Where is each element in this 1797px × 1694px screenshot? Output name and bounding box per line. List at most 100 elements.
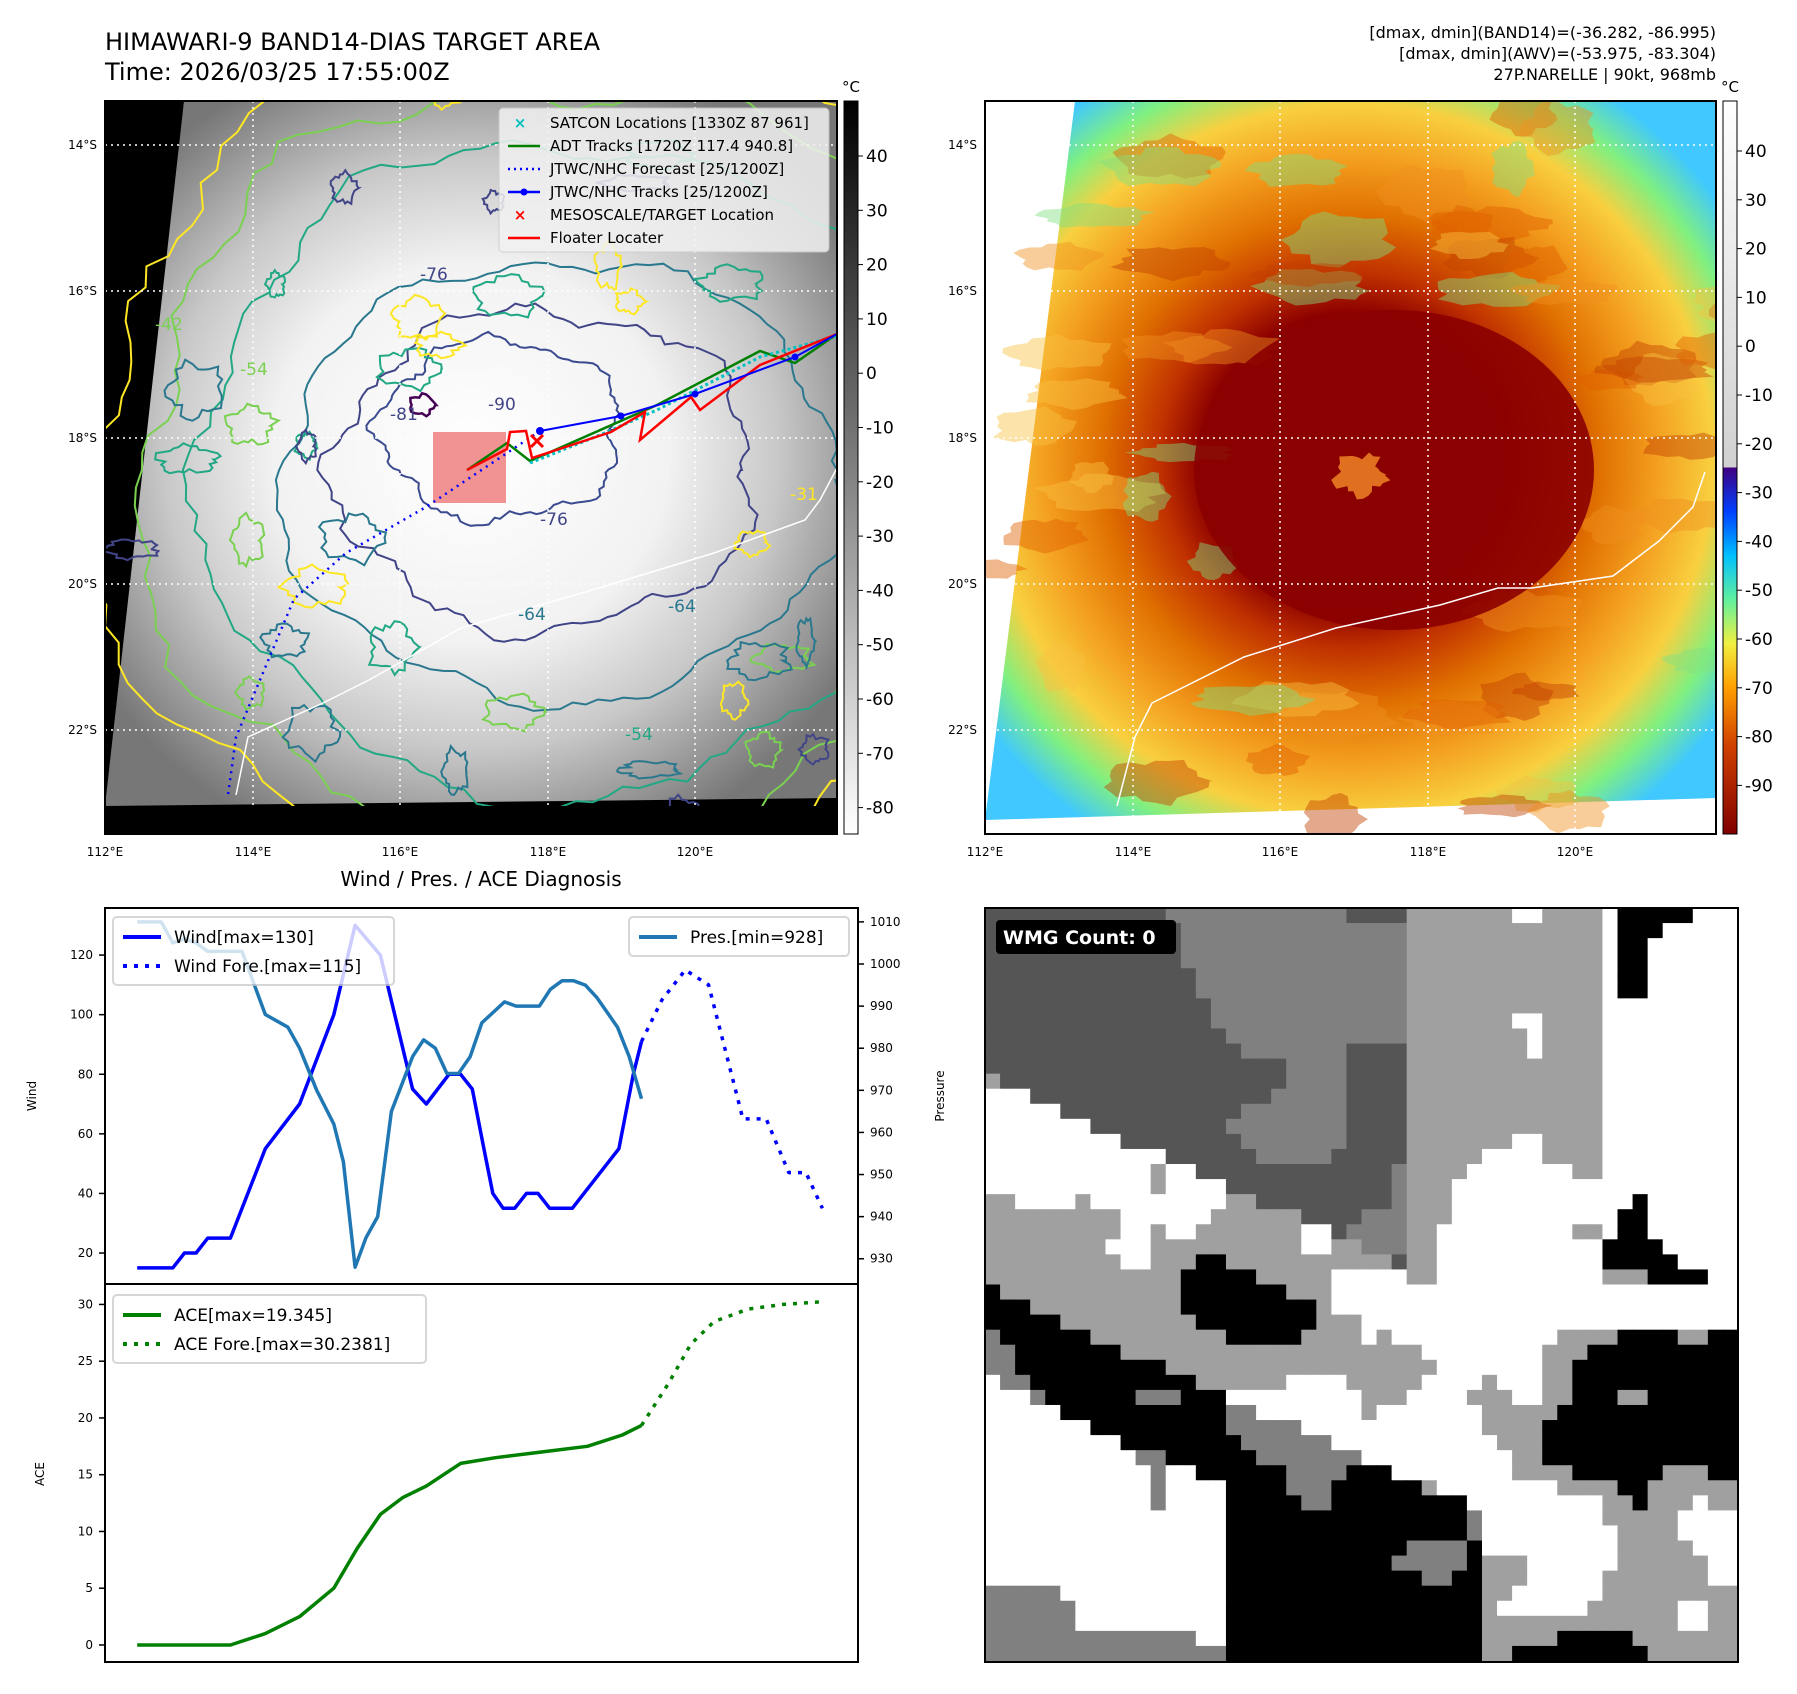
wmg-cell (1466, 1299, 1483, 1316)
wmg-cell (1527, 1058, 1543, 1075)
wmg-cell (1000, 1435, 1016, 1451)
wmg-cell (1135, 1058, 1152, 1075)
wmg-cell (1331, 953, 1348, 969)
wmg-cell (1301, 1389, 1317, 1406)
y2-tick-label: 930 (870, 1252, 893, 1266)
wmg-cell (1481, 923, 1498, 939)
wmg-cell (1301, 1465, 1317, 1481)
wmg-cell (1105, 968, 1122, 984)
wmg-cell (1436, 1028, 1453, 1045)
wmg-cell (1527, 1314, 1543, 1331)
wmg-cell (1707, 1028, 1724, 1045)
wmg-cell (1677, 1073, 1694, 1090)
wmg-cell (1030, 1510, 1046, 1527)
wmg-cell (1481, 1314, 1498, 1331)
wmg-frame (984, 907, 1739, 1663)
wmg-cell (1497, 1480, 1513, 1496)
wmg-cell (1256, 1073, 1272, 1090)
wmg-cell (1722, 1585, 1739, 1602)
wmg-cell (1090, 1209, 1107, 1225)
right-colorbar (1722, 100, 1738, 835)
wmg-cell (1316, 1420, 1332, 1436)
wmg-cell (1210, 938, 1227, 954)
cloud-band (1245, 743, 1311, 776)
wmg-cell (1301, 1435, 1317, 1451)
wmg-cell (1105, 983, 1122, 999)
wmg-cell (1225, 1645, 1242, 1662)
wmg-cell (1150, 1058, 1167, 1075)
chart-legend: Wind[max=130]Wind Fore.[max=115] (112, 916, 395, 986)
wmg-cell (1692, 998, 1709, 1015)
wmg-cell (1466, 1389, 1483, 1406)
wmg-cell (1030, 1329, 1046, 1346)
wmg-cell (1361, 1088, 1378, 1105)
wmg-cell (1632, 1329, 1649, 1346)
wmg-cell (1677, 1028, 1694, 1045)
wmg-cell (1316, 1284, 1332, 1301)
colorbar-tick-label: 0 (866, 364, 877, 384)
wmg-cell (1421, 1374, 1438, 1391)
wmg-cell (1150, 1073, 1167, 1090)
wmg-cell (1150, 1179, 1167, 1195)
wmg-cell (1602, 1013, 1619, 1030)
wmg-cell (1451, 1645, 1468, 1662)
wmg-cell (1632, 1148, 1649, 1165)
wmg-cell (1421, 938, 1438, 954)
wmg-cell (1241, 1194, 1257, 1210)
y-tick-label: 60 (78, 1127, 93, 1141)
wmg-cell (1135, 968, 1152, 984)
colorbar-tick-label: -60 (1745, 630, 1773, 650)
wmg-cell (1497, 1269, 1513, 1286)
wmg-cell (1587, 1450, 1604, 1466)
wmg-cell (1241, 1314, 1257, 1331)
wmg-cell (1225, 1043, 1242, 1060)
lon-tick-label: 118°E (1410, 845, 1447, 859)
wmg-cell (1301, 1194, 1317, 1210)
wmg-cell (1150, 1344, 1167, 1361)
wmg-cell (1316, 1254, 1332, 1271)
wmg-cell (1677, 923, 1694, 939)
wmg-cell (1692, 1465, 1709, 1481)
wmg-cell (1527, 1540, 1543, 1557)
wmg-cell (1722, 1465, 1739, 1481)
wmg-cell (1331, 1314, 1348, 1331)
wmg-cell (1150, 1043, 1167, 1060)
wmg-cell (1135, 1344, 1152, 1361)
wmg-cell (1271, 1540, 1287, 1557)
wmg-cell (1677, 1420, 1694, 1436)
wmg-cell (1391, 1118, 1408, 1135)
wmg-cell (1512, 1435, 1528, 1451)
wmg-cell (1647, 1555, 1664, 1572)
wmg-cell (1722, 1495, 1739, 1511)
wmg-cell (1572, 968, 1588, 984)
wmg-cell (1180, 953, 1197, 969)
wmg-cell (1466, 1525, 1483, 1542)
wmg-cell (1060, 1194, 1076, 1210)
wmg-cell (1241, 1269, 1257, 1286)
wmg-cell (1316, 1224, 1332, 1240)
wmg-cell (1602, 1615, 1619, 1632)
wmg-cell (1030, 1118, 1046, 1135)
wmg-cell (1075, 1510, 1092, 1527)
wmg-cell (1286, 1133, 1302, 1150)
wmg-cell (1542, 1314, 1558, 1331)
wmg-cell (1662, 1043, 1679, 1060)
wmg-cell (1376, 1284, 1393, 1301)
wmg-cell (1180, 1088, 1197, 1105)
wmg-cell (1316, 1359, 1332, 1376)
wmg-cell (1090, 1148, 1107, 1165)
wmg-cell (1557, 908, 1573, 924)
wmg-cell (1421, 1359, 1438, 1376)
cloud-band (1098, 147, 1221, 187)
wmg-cell (1015, 1555, 1031, 1572)
wmg-cell (1105, 1148, 1122, 1165)
wmg-cell (1542, 1269, 1558, 1286)
wmg-cell (1301, 953, 1317, 969)
wmg-cell (1015, 1133, 1031, 1150)
wmg-cell (1451, 1374, 1468, 1391)
wmg-cell (1225, 1133, 1242, 1150)
wmg-cell (1481, 1103, 1498, 1120)
wmg-cell (1120, 1269, 1137, 1286)
wmg-cell (1135, 953, 1152, 969)
wmg-cell (1060, 1480, 1076, 1496)
